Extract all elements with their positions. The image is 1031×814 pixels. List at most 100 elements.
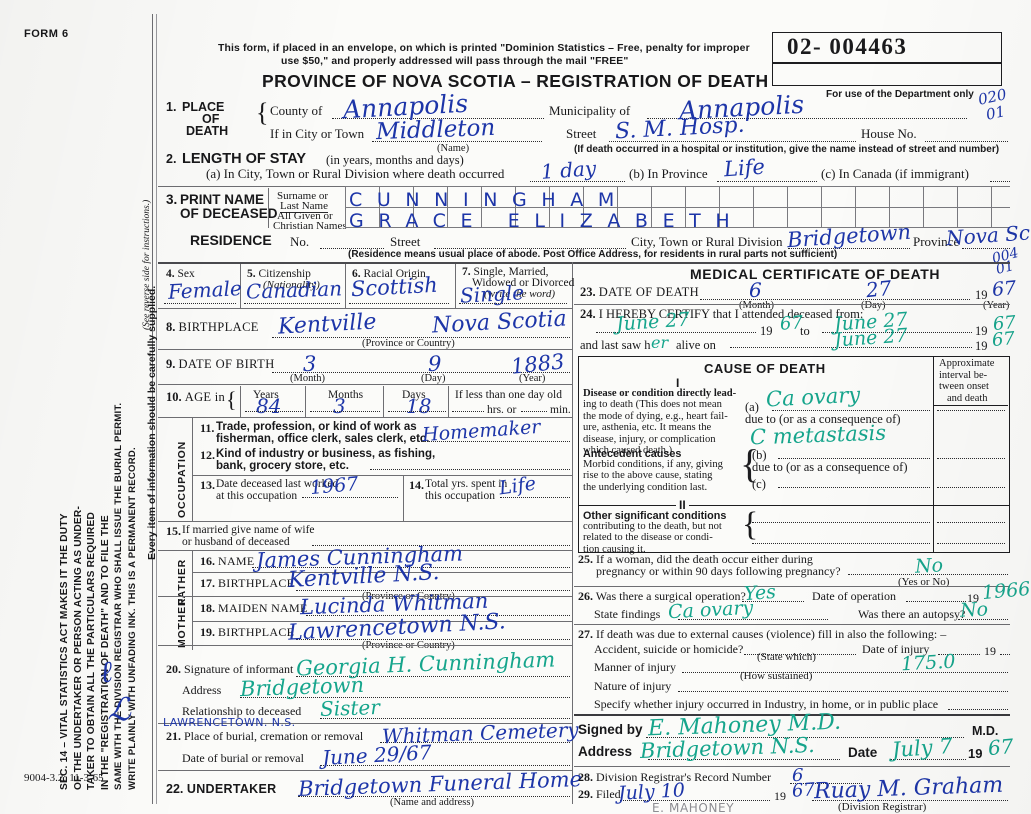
section-28-number: 28. bbox=[578, 770, 593, 784]
spouse-label-1: If married give name of wife bbox=[182, 524, 315, 536]
father-name-label: NAME bbox=[218, 554, 255, 568]
occupation-vertical-label: OCCUPATION bbox=[176, 440, 188, 518]
external-intro: If death was due to external causes (vio… bbox=[596, 627, 947, 641]
deceased-birthplace-province: Nova Scotia bbox=[431, 306, 568, 339]
cause-of-death-title: CAUSE OF DEATH bbox=[704, 361, 826, 376]
due-to-label-2: due to (or as a consequence of) bbox=[752, 460, 908, 474]
brace-1: { bbox=[256, 98, 269, 127]
length-of-stay-b-value: Life bbox=[723, 154, 766, 182]
section-6-number: 6. bbox=[352, 268, 361, 280]
residence-no-label: No. bbox=[290, 234, 310, 249]
marital-sublabel: (write the word) bbox=[484, 288, 556, 300]
section-15-number: 15. bbox=[166, 524, 181, 538]
total-years-label-2: this occupation bbox=[425, 490, 495, 502]
pregnancy-label-1: If a woman, did the death occur either d… bbox=[596, 552, 813, 566]
registrar-record-value: 6 bbox=[792, 765, 804, 786]
residence-street-label: Street bbox=[390, 234, 421, 249]
section-5-number: 5. bbox=[247, 268, 256, 280]
last-saw-year-prefix: 19 bbox=[975, 339, 988, 353]
pregnancy-label-2: pregnancy or within 90 days following pr… bbox=[596, 564, 841, 578]
section-19-number: 19. bbox=[200, 625, 215, 639]
part2-desc-2: related to the disease or condi- bbox=[583, 532, 713, 544]
age-months-label: Months bbox=[328, 389, 364, 401]
legal-notice-line-3: TAKER TO OBTAIN ALL THE PARTICULARS REQU… bbox=[86, 511, 98, 790]
brace-antecedent: { bbox=[740, 441, 760, 486]
form-title: PROVINCE OF NOVA SCOTIA – REGISTRATION O… bbox=[262, 71, 769, 91]
undertaker-sublabel: (Name and address) bbox=[390, 797, 474, 808]
part2-desc-1: contributing to the death, but not bbox=[583, 521, 722, 532]
section-18-number: 18. bbox=[200, 601, 215, 615]
cause-a-value: Ca ovary bbox=[765, 382, 861, 412]
injury-place-label: Specify whether injury occurred in Indus… bbox=[594, 697, 939, 711]
age-days-value: 18 bbox=[406, 394, 432, 418]
section-1-label-3: DEATH bbox=[186, 124, 229, 138]
interval-header-3: tween onset bbox=[939, 381, 989, 392]
operation-findings-value: Ca ovary bbox=[667, 596, 754, 624]
birthplace-label: BIRTHPLACE bbox=[178, 320, 259, 334]
part1-desc-5: disease, injury, or complication bbox=[583, 433, 716, 445]
mailing-notice-line-1: This form, if placed in an envelope, on … bbox=[218, 43, 750, 54]
section-14-number: 14. bbox=[409, 478, 424, 492]
antecedent-title: Antecedent causes bbox=[583, 448, 682, 460]
section-27-number: 27. bbox=[578, 627, 593, 641]
section-17-number: 17. bbox=[200, 576, 215, 590]
date-of-birth-label: DATE OF BIRTH bbox=[178, 357, 275, 371]
part2-desc-3: tion causing it. bbox=[583, 543, 646, 555]
racial-origin-label: Racial Origin bbox=[363, 268, 426, 280]
form-number: FORM 6 bbox=[24, 28, 69, 40]
length-of-stay-title: LENGTH OF STAY bbox=[182, 151, 307, 167]
deceased-birthplace-value: Kentville bbox=[277, 309, 378, 340]
filed-year-prefix: 19 bbox=[774, 789, 786, 803]
father-birthplace-label: BIRTHPLACE bbox=[218, 576, 295, 590]
print-name-title-2: OF DECEASED bbox=[180, 206, 278, 221]
section-13-number: 13. bbox=[200, 478, 215, 492]
total-years-value: Life bbox=[497, 472, 538, 500]
date-of-death-label: DATE OF DEATH bbox=[598, 285, 700, 299]
autopsy-value: No bbox=[959, 598, 989, 622]
print-name-title-1: PRINT NAME bbox=[180, 192, 264, 207]
operation-year-prefix: 19 bbox=[967, 591, 979, 605]
part1-desc-3: the mode of dying, e.g., heart fail- bbox=[583, 410, 728, 422]
dod-year-value: 67 bbox=[991, 276, 1018, 302]
burial-place-label: Place of burial, cremation or removal bbox=[184, 729, 364, 743]
length-of-stay-subtitle: (in years, months and days) bbox=[326, 153, 464, 167]
operation-question: Was there a surgical operation? bbox=[595, 589, 746, 603]
antecedent-desc-1: Morbid conditions, if any, giving bbox=[583, 459, 723, 470]
city-town-value: Middleton bbox=[375, 114, 496, 146]
section-22-number: 22. bbox=[166, 782, 184, 796]
marital-label-2: Widowed or Divorced bbox=[472, 277, 575, 289]
section-21-number: 21. bbox=[166, 729, 181, 743]
certify-to-year-prefix: 19 bbox=[975, 324, 988, 338]
autopsy-label: Was there an autopsy? bbox=[858, 607, 966, 621]
interval-header-1: Approximate bbox=[939, 358, 995, 369]
pregnancy-value: No bbox=[914, 554, 944, 578]
certify-text: I HEREBY CERTIFY that I attended decease… bbox=[598, 307, 864, 321]
dob-day-label: (Day) bbox=[421, 373, 446, 384]
operation-date-label: Date of operation bbox=[812, 589, 896, 603]
how-sustained-label: (How sustained) bbox=[740, 670, 813, 682]
antecedent-desc-2: rise to the above cause, stating bbox=[583, 470, 713, 482]
certify-to-label: to bbox=[800, 324, 810, 338]
section-1-number: 1. bbox=[166, 100, 177, 114]
registration-number-box: 02- 004463 bbox=[772, 32, 1002, 86]
accident-label: Accident, suicide or homicide? bbox=[594, 642, 744, 656]
section-11-number: 11. bbox=[200, 421, 215, 435]
age-years-label: Years bbox=[253, 389, 279, 401]
injury-code-value: 175.0 bbox=[900, 650, 956, 676]
industry-label-2: bank, grocery store, etc. bbox=[216, 460, 349, 472]
section-16-number: 16. bbox=[200, 554, 215, 568]
last-worked-label-1: Date deceased last worked bbox=[216, 478, 339, 490]
last-worked-label-2: at this occupation bbox=[216, 490, 298, 502]
age-label: AGE in bbox=[184, 390, 226, 404]
city-town-sublabel: (Name) bbox=[437, 143, 470, 154]
doctor-date-value: July 7 bbox=[891, 733, 954, 763]
margin-initial-2: ℒ bbox=[106, 689, 133, 729]
medical-certificate-title: MEDICAL CERTIFICATE OF DEATH bbox=[690, 266, 941, 282]
age-months-value: 3 bbox=[333, 394, 346, 418]
citizenship-label: Citizenship bbox=[258, 268, 311, 280]
section-24-number: 24. bbox=[580, 307, 596, 321]
operation-date-value: 1966 bbox=[981, 577, 1031, 605]
md-label: M.D. bbox=[972, 724, 999, 738]
cause-c-label: (c) bbox=[752, 477, 766, 491]
